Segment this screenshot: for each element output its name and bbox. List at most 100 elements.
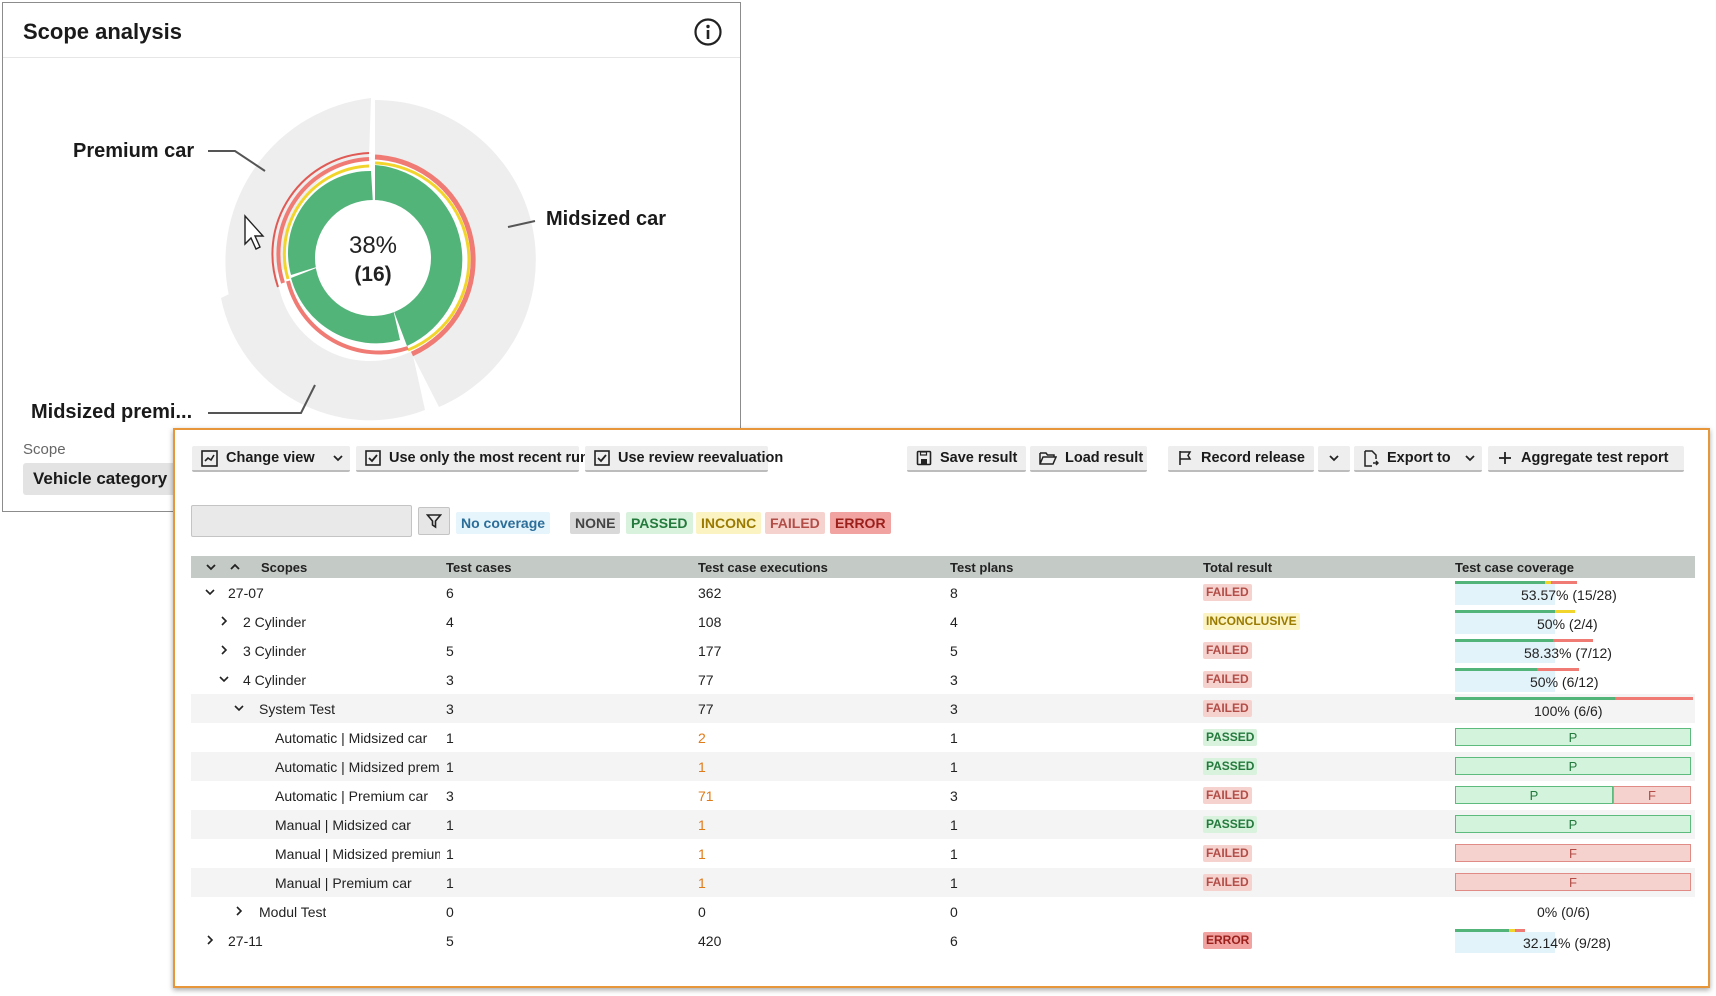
col-test-case-executions[interactable]: Test case executions <box>698 560 828 575</box>
table-row[interactable]: 4 Cylinder 3 77 3 FAILED 50% (6/12) <box>191 665 1695 694</box>
collapse-all-icon[interactable] <box>204 560 218 574</box>
table-header: Scopes Test cases Test case executions T… <box>191 556 1695 578</box>
filter-input[interactable] <box>191 505 412 537</box>
center-count: (16) <box>354 263 391 286</box>
test-plans-value: 1 <box>950 846 958 862</box>
filter-button[interactable] <box>418 507 450 535</box>
change-view-button[interactable]: Change view <box>192 446 350 472</box>
filter-chip-inconc[interactable]: INCONC <box>696 512 762 534</box>
executions-link[interactable]: 1 <box>698 846 706 862</box>
executions-link[interactable]: 1 <box>698 759 706 775</box>
info-icon[interactable] <box>693 17 723 47</box>
chevron-down-icon[interactable] <box>232 701 246 715</box>
filter-chip-no-coverage[interactable]: No coverage <box>456 512 551 534</box>
scope-name: 2 Cylinder <box>243 614 307 630</box>
result-badge: FAILED <box>1203 584 1252 601</box>
table-row[interactable]: Automatic | Midsized car 1 2 1 PASSED P <box>191 723 1695 752</box>
coverage-bar-inconclusive <box>1509 929 1515 932</box>
test-plans-value: 0 <box>950 904 958 920</box>
filter-chip-none[interactable]: NONE <box>570 512 621 534</box>
table-row[interactable]: Automatic | Midsized premium car 1 1 1 P… <box>191 752 1695 781</box>
flag-icon <box>1179 451 1192 465</box>
scope-analysis-panel: Scope analysis 38% (16) Prem <box>2 2 741 512</box>
table-row[interactable]: 27-11 5 420 6 ERROR 32.14% (9/28) <box>191 926 1695 955</box>
executions-value: 108 <box>698 614 722 630</box>
result-badge: ERROR <box>1203 932 1253 949</box>
coverage-bar-inconclusive <box>1555 610 1575 613</box>
scope-select[interactable]: Vehicle category <box>23 463 178 495</box>
coverage-bar-failed <box>1615 697 1693 700</box>
coverage-pass-cell: P <box>1455 757 1691 775</box>
test-cases-value: 5 <box>446 643 454 659</box>
coverage-bar-passed <box>1455 929 1509 932</box>
coverage-text: 32.14% (9/28) <box>1523 935 1611 951</box>
table-row[interactable]: Automatic | Premium car 3 71 3 FAILED P … <box>191 781 1695 810</box>
load-result-button[interactable]: Load result <box>1030 446 1147 472</box>
col-total-result[interactable]: Total result <box>1203 560 1273 575</box>
test-plans-value: 3 <box>950 672 958 688</box>
scope-name: Manual | Midsized premium car <box>275 846 440 862</box>
test-cases-value: 5 <box>446 933 454 949</box>
executions-link[interactable]: 1 <box>698 875 706 891</box>
test-plans-value: 8 <box>950 585 958 601</box>
scope-name: Automatic | Midsized premium car <box>275 759 440 775</box>
outer-segment-midsized-premium[interactable] <box>221 271 425 421</box>
export-to-button[interactable]: Export to <box>1354 446 1482 472</box>
test-cases-value: 1 <box>446 846 454 862</box>
executions-link[interactable]: 2 <box>698 730 706 746</box>
segment-label-premium-car[interactable]: Premium car <box>73 140 195 162</box>
chevron-down-icon[interactable] <box>203 585 217 599</box>
record-release-dropdown[interactable] <box>1318 446 1350 472</box>
table-row[interactable]: Manual | Midsized premium car 1 1 1 FAIL… <box>191 839 1695 868</box>
chevron-right-icon[interactable] <box>232 904 246 918</box>
coverage-text: 58.33% (7/12) <box>1524 645 1612 661</box>
chevron-right-icon[interactable] <box>217 614 231 628</box>
test-cases-value: 1 <box>446 817 454 833</box>
col-test-case-coverage[interactable]: Test case coverage <box>1455 560 1574 575</box>
review-reevaluation-checkbox[interactable]: Use review reevaluation <box>585 446 783 472</box>
executions-link[interactable]: 1 <box>698 817 706 833</box>
table-row[interactable]: System Test 3 77 3 FAILED 100% (6/6) <box>191 694 1695 723</box>
table-row[interactable]: 2 Cylinder 4 108 4 INCONCLUSIVE 50% (2/4… <box>191 607 1695 636</box>
coverage-text: 50% (2/4) <box>1537 616 1598 632</box>
aggregate-test-report-button[interactable]: Aggregate test report <box>1488 446 1684 472</box>
filter-chip-error[interactable]: ERROR <box>830 512 891 534</box>
recent-runs-checkbox[interactable]: Use only the most recent runs <box>356 446 597 472</box>
coverage-text: 50% (6/12) <box>1530 674 1599 690</box>
filter-chip-passed[interactable]: PASSED <box>626 512 693 534</box>
table-row[interactable]: Manual | Premium car 1 1 1 FAILED F <box>191 868 1695 897</box>
col-test-plans[interactable]: Test plans <box>950 560 1014 575</box>
executions-link[interactable]: 71 <box>698 788 714 804</box>
col-test-cases[interactable]: Test cases <box>446 560 512 575</box>
scope-name: Automatic | Premium car <box>275 788 429 804</box>
record-release-button[interactable]: Record release <box>1168 446 1314 472</box>
result-badge: PASSED <box>1203 758 1258 775</box>
outer-segment-midsized-car[interactable] <box>375 99 536 407</box>
filter-chip-failed[interactable]: FAILED <box>765 512 825 534</box>
coverage-bar-failed <box>1537 668 1579 671</box>
table-row[interactable]: Manual | Midsized car 1 1 1 PASSED P <box>191 810 1695 839</box>
midsized-car-inconclusive-ring <box>374 161 471 352</box>
save-icon <box>916 450 932 466</box>
export-file-icon <box>1364 449 1379 467</box>
test-cases-value: 6 <box>446 585 454 601</box>
executions-value: 177 <box>698 643 722 659</box>
table-row[interactable]: 27-07 6 362 8 FAILED 53.57% (15/28) <box>191 578 1695 607</box>
scope-donut-chart[interactable]: 38% (16) <box>3 58 739 438</box>
save-result-button[interactable]: Save result <box>907 446 1026 472</box>
expand-all-icon[interactable] <box>228 560 242 574</box>
table-row[interactable]: 3 Cylinder 5 177 5 FAILED 58.33% (7/12) <box>191 636 1695 665</box>
segment-label-midsized-car[interactable]: Midsized car <box>546 208 667 230</box>
table-row[interactable]: Modul Test 0 0 0 0% (0/6) <box>191 897 1695 926</box>
folder-open-icon <box>1039 452 1057 465</box>
result-badge: PASSED <box>1203 816 1258 833</box>
test-plans-value: 5 <box>950 643 958 659</box>
col-scopes[interactable]: Scopes <box>261 560 308 575</box>
chevron-down-icon[interactable] <box>217 672 231 686</box>
segment-label-midsized-premium[interactable]: Midsized premi... <box>31 401 193 423</box>
chevron-right-icon[interactable] <box>203 933 217 947</box>
chevron-right-icon[interactable] <box>217 643 231 657</box>
coverage-fail-cell: F <box>1455 844 1691 862</box>
filter-icon <box>426 514 442 529</box>
scope-name: Automatic | Midsized car <box>275 730 428 746</box>
